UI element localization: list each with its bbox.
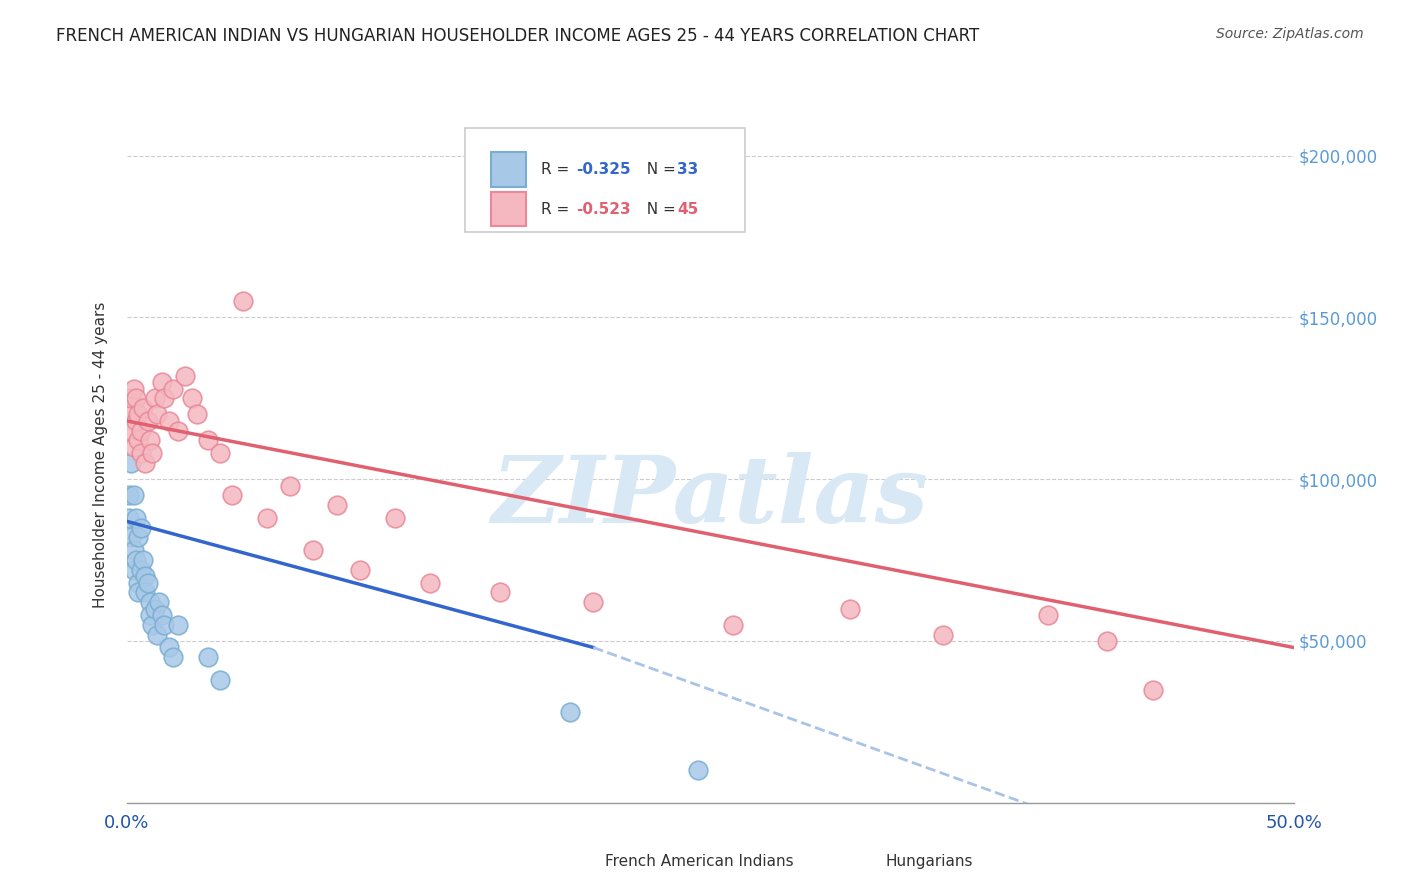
Point (125, 553, 148, 567)
Point (1095, 634, 1118, 648)
Point (157, 414, 180, 428)
Point (186, 408, 208, 422)
Point (141, 446, 163, 460)
Point (132, 553, 155, 567)
Point (197, 434, 219, 448)
Text: Source: ZipAtlas.com: Source: ZipAtlas.com (1216, 27, 1364, 41)
Point (932, 627, 955, 641)
Point (139, 434, 162, 448)
Bar (569, 853, 599, 871)
Bar (491, 152, 526, 186)
Point (150, 608, 173, 623)
Point (127, 408, 149, 422)
Text: -0.325: -0.325 (576, 161, 630, 177)
Point (129, 563, 152, 577)
Point (139, 608, 162, 623)
Point (146, 408, 169, 422)
Point (132, 401, 155, 415)
Bar (491, 192, 526, 227)
Text: R =: R = (541, 161, 574, 177)
Point (127, 575, 149, 590)
Text: 45: 45 (678, 202, 699, 217)
Point (162, 650, 184, 665)
Point (384, 511, 406, 525)
Point (1038, 608, 1060, 623)
Point (688, 764, 710, 778)
Point (208, 446, 231, 460)
Point (141, 617, 163, 632)
Point (129, 446, 152, 460)
Point (325, 498, 347, 512)
Point (118, 488, 141, 502)
Point (150, 375, 173, 389)
Point (127, 434, 149, 448)
Point (419, 575, 441, 590)
Point (134, 569, 156, 583)
Text: ZIPatlas: ZIPatlas (492, 451, 928, 541)
Point (146, 627, 169, 641)
Point (489, 585, 512, 599)
Point (134, 585, 156, 599)
Point (153, 392, 176, 406)
Point (162, 382, 184, 396)
Point (127, 531, 149, 545)
Point (122, 543, 145, 558)
Bar (851, 853, 879, 871)
Point (221, 488, 243, 502)
Point (167, 617, 190, 632)
Point (127, 585, 149, 599)
Point (349, 563, 371, 577)
Point (256, 511, 278, 525)
Point (143, 601, 166, 615)
Point (582, 595, 605, 609)
Point (120, 456, 142, 470)
Point (118, 511, 141, 525)
Point (558, 705, 581, 719)
Point (136, 575, 159, 590)
Text: Hungarians: Hungarians (886, 855, 973, 869)
Text: R =: R = (541, 202, 574, 217)
Point (180, 392, 202, 406)
Point (143, 392, 166, 406)
Point (134, 456, 156, 470)
Point (122, 382, 145, 396)
Point (174, 368, 197, 383)
Text: -0.523: -0.523 (576, 202, 630, 217)
Point (302, 543, 325, 558)
Point (129, 424, 152, 438)
Point (122, 488, 145, 502)
Text: FRENCH AMERICAN INDIAN VS HUNGARIAN HOUSEHOLDER INCOME AGES 25 - 44 YEARS CORREL: FRENCH AMERICAN INDIAN VS HUNGARIAN HOUS… (56, 27, 980, 45)
Point (125, 414, 148, 428)
Point (197, 650, 219, 665)
Text: N =: N = (637, 202, 681, 217)
Point (232, 294, 254, 309)
Text: French American Indians: French American Indians (605, 855, 793, 869)
Y-axis label: Householder Income Ages 25 - 44 years: Householder Income Ages 25 - 44 years (93, 301, 108, 608)
Point (1142, 682, 1164, 697)
Point (120, 531, 142, 545)
Point (125, 392, 148, 406)
Point (208, 673, 231, 687)
Point (120, 392, 142, 406)
Point (839, 601, 862, 615)
Point (278, 478, 301, 492)
Point (157, 640, 180, 655)
Point (723, 617, 745, 632)
Point (139, 595, 162, 609)
Point (122, 440, 145, 454)
Text: 33: 33 (678, 161, 699, 177)
Point (129, 521, 152, 535)
Point (153, 617, 176, 632)
Point (118, 408, 141, 422)
FancyBboxPatch shape (465, 128, 745, 232)
Text: N =: N = (637, 161, 681, 177)
Point (136, 414, 159, 428)
Point (122, 563, 145, 577)
Point (167, 424, 190, 438)
Point (120, 424, 142, 438)
Point (148, 595, 170, 609)
Point (125, 511, 148, 525)
